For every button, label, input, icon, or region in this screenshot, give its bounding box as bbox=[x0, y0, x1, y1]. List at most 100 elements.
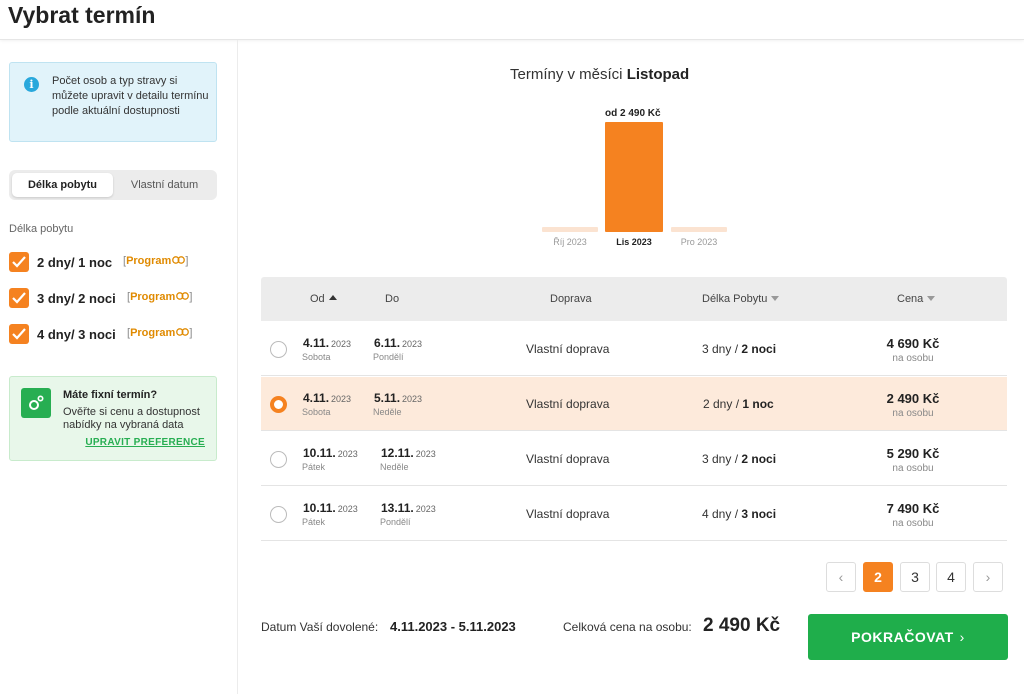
continue-button[interactable]: POKRAČOVAT › bbox=[808, 614, 1008, 660]
check-icon bbox=[12, 292, 26, 304]
pagination-next[interactable]: › bbox=[973, 562, 1003, 592]
filter-option-4-days[interactable]: 4 dny/ 3 noci [Program] bbox=[9, 324, 229, 344]
from-day: Sobota bbox=[302, 407, 331, 417]
program-link[interactable]: [Program] bbox=[123, 255, 189, 267]
transport: Vlastní doprava bbox=[526, 507, 610, 521]
price: 7 490 Kč bbox=[886, 501, 940, 516]
tab-length-of-stay[interactable]: Délka pobytu bbox=[12, 173, 113, 197]
link-icon bbox=[176, 292, 190, 300]
to-day: Pondělí bbox=[380, 517, 411, 527]
pagination-page-3[interactable]: 3 bbox=[900, 562, 930, 592]
checkbox[interactable] bbox=[9, 252, 29, 272]
filter-option-3-days[interactable]: 3 dny/ 2 noci [Program] bbox=[9, 288, 229, 308]
from-date: 10.11. 2023 bbox=[303, 446, 358, 460]
bar-label-dec: Pro 2023 bbox=[680, 237, 718, 247]
total-price-label: Celková cena na osobu: bbox=[563, 620, 692, 634]
from-day: Pátek bbox=[302, 517, 326, 527]
per-person: na osobu bbox=[892, 353, 934, 364]
stay-length: 3 dny / 2 noci bbox=[702, 342, 777, 356]
col-price[interactable]: Cena bbox=[897, 293, 936, 305]
bar-oct-2023[interactable] bbox=[542, 227, 598, 232]
tab-custom-date[interactable]: Vlastní datum bbox=[130, 179, 199, 191]
chart-month: Listopad bbox=[626, 66, 690, 83]
check-icon bbox=[12, 256, 26, 268]
sidebar: i Počet osob a typ stravy si můžete upra… bbox=[0, 40, 238, 694]
filter-option-label: 2 dny/ 1 noc bbox=[37, 255, 113, 270]
fixed-date-box: Máte fixní termín? Ověřte si cenu a dost… bbox=[9, 376, 217, 461]
check-icon bbox=[12, 328, 26, 340]
col-length[interactable]: Délka Pobytu bbox=[702, 293, 780, 305]
total-price-value: 2 490 Kč bbox=[703, 615, 781, 636]
transport: Vlastní doprava bbox=[526, 342, 610, 356]
page-title: Vybrat termín bbox=[8, 2, 156, 28]
holiday-date-label: Datum Vaší dovolené: bbox=[261, 620, 379, 634]
table-header: Od Do Doprava Délka Pobytu Cena bbox=[261, 277, 1007, 321]
filter-option-label: 3 dny/ 2 noci bbox=[37, 291, 116, 306]
col-transport: Doprava bbox=[550, 293, 592, 305]
per-person: na osobu bbox=[892, 463, 934, 474]
transport: Vlastní doprava bbox=[526, 452, 610, 466]
to-date: 6.11. 2023 bbox=[374, 336, 423, 350]
price: 5 290 Kč bbox=[886, 446, 940, 461]
stay-length: 2 dny / 1 noc bbox=[703, 397, 774, 411]
link-icon bbox=[172, 256, 186, 264]
bar-value-label: od 2 490 Kč bbox=[605, 108, 661, 119]
top-bar: Vybrat termín bbox=[0, 0, 1024, 40]
length-mode-toggle: Délka pobytu Vlastní datum bbox=[9, 170, 217, 200]
info-text: Počet osob a typ stravy si můžete upravi… bbox=[52, 75, 209, 117]
row-radio[interactable] bbox=[270, 341, 287, 358]
program-link[interactable]: [Program] bbox=[127, 327, 193, 339]
table-row[interactable]: 10.11. 2023 Pátek 12.11. 2023 Neděle Vlast… bbox=[261, 432, 1007, 486]
row-radio[interactable] bbox=[270, 506, 287, 523]
pagination-page-4[interactable]: 4 bbox=[936, 562, 966, 592]
chevron-right-icon: › bbox=[959, 629, 965, 645]
col-to: Do bbox=[385, 293, 400, 305]
pagination-prev[interactable]: ‹ bbox=[826, 562, 856, 592]
info-icon: i bbox=[24, 77, 39, 92]
table-row[interactable]: 10.11. 2023 Pátek 13.11. 2023 Pondělí Vlas… bbox=[261, 487, 1007, 541]
row-radio[interactable] bbox=[270, 451, 287, 468]
info-box: i Počet osob a typ stravy si můžete upra… bbox=[9, 62, 217, 142]
filter-option-2-days[interactable]: 2 dny/ 1 noc [Program] bbox=[9, 252, 229, 272]
link-icon bbox=[176, 328, 190, 336]
to-date: 13.11. 2023 bbox=[381, 501, 436, 515]
gear-icon bbox=[21, 388, 51, 418]
stay-length: 4 dny / 3 noci bbox=[702, 507, 777, 521]
to-day: Pondělí bbox=[373, 352, 404, 362]
fixed-date-text: Ověřte si cenu a dostupnost nabídky na v… bbox=[63, 406, 200, 431]
to-date: 5.11. 2023 bbox=[374, 391, 423, 405]
sort-up-icon bbox=[328, 295, 337, 300]
price: 2 490 Kč bbox=[886, 391, 940, 406]
chart-title: Termíny v měsíci Listopad bbox=[510, 66, 690, 83]
bar-label-oct: Říj 2023 bbox=[553, 237, 587, 247]
bar-label-nov: Lis 2023 bbox=[616, 237, 652, 247]
from-day: Sobota bbox=[302, 352, 331, 362]
col-from[interactable]: Od bbox=[310, 293, 337, 305]
per-person: na osobu bbox=[892, 408, 934, 419]
holiday-date-value: 4.11.2023 - 5.11.2023 bbox=[390, 619, 516, 634]
from-date: 4.11. 2023 bbox=[303, 336, 352, 350]
row-radio[interactable] bbox=[270, 396, 287, 413]
from-date: 4.11. 2023 bbox=[303, 391, 352, 405]
from-date: 10.11. 2023 bbox=[303, 501, 358, 515]
to-day: Neděle bbox=[380, 462, 409, 472]
table-row[interactable]: 4.11. 2023 Sobota 6.11. 2023 Pondělí Vlast… bbox=[261, 322, 1007, 376]
filter-label: Délka pobytu bbox=[9, 223, 74, 235]
price: 4 690 Kč bbox=[886, 336, 940, 351]
edit-preferences-link[interactable]: UPRAVIT PREFERENCE bbox=[85, 437, 205, 448]
bar-dec-2023[interactable] bbox=[671, 227, 727, 232]
checkbox[interactable] bbox=[9, 288, 29, 308]
filter-option-label: 4 dny/ 3 noci bbox=[37, 327, 116, 342]
table-row[interactable]: 4.11. 2023 Sobota 5.11. 2023 Neděle Vlastn… bbox=[261, 377, 1007, 431]
checkbox[interactable] bbox=[9, 324, 29, 344]
sort-down-icon bbox=[771, 296, 780, 301]
pagination-page-2[interactable]: 2 bbox=[863, 562, 893, 592]
transport: Vlastní doprava bbox=[526, 397, 610, 411]
stay-length: 3 dny / 2 noci bbox=[702, 452, 777, 466]
program-link[interactable]: [Program] bbox=[127, 291, 193, 303]
bar-nov-2023[interactable] bbox=[605, 122, 663, 232]
to-day: Neděle bbox=[373, 407, 402, 417]
from-day: Pátek bbox=[302, 462, 326, 472]
per-person: na osobu bbox=[892, 518, 934, 529]
fixed-date-title: Máte fixní termín? bbox=[63, 389, 158, 401]
